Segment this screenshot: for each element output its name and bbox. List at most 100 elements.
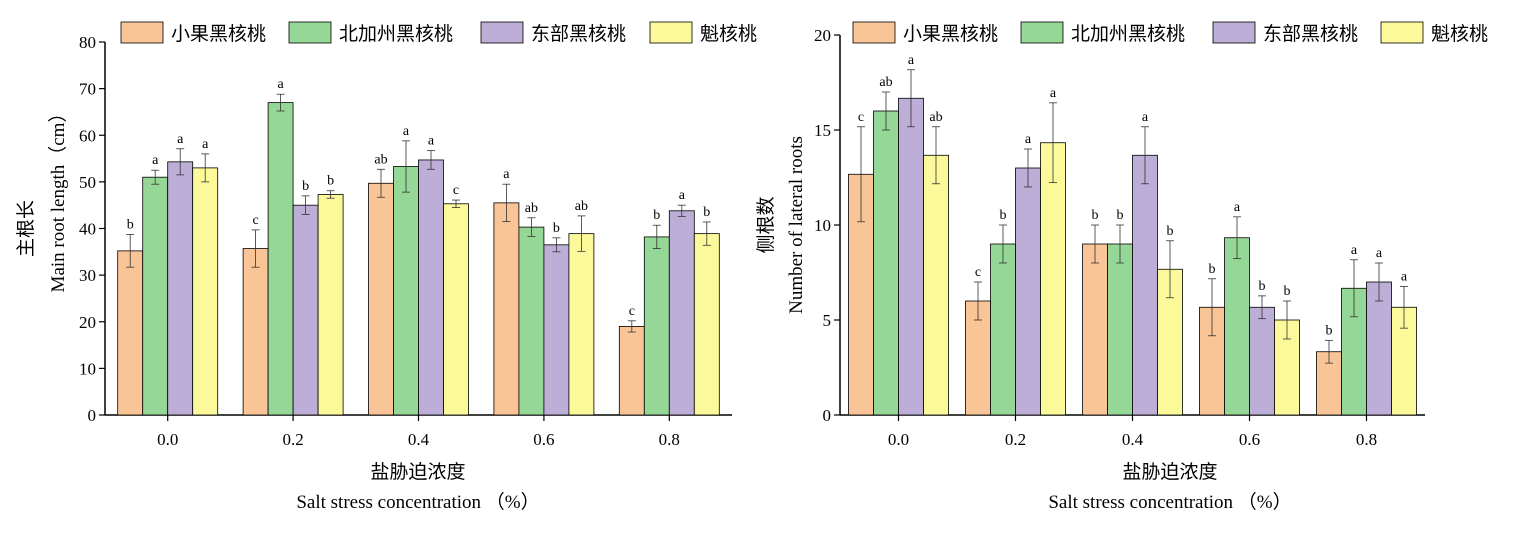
y-axis-title-cn: 主根长 bbox=[15, 200, 37, 257]
y-tick-label: 70 bbox=[79, 80, 96, 99]
y-tick-label: 15 bbox=[814, 121, 831, 140]
bar bbox=[873, 110, 899, 416]
significance-letter: c bbox=[453, 183, 459, 198]
y-tick-label: 10 bbox=[79, 359, 96, 378]
legend-label: 北加州黑核桃 bbox=[1071, 23, 1185, 45]
bar bbox=[1082, 243, 1108, 416]
legend-label: 魁核桃 bbox=[1431, 23, 1488, 45]
legend-swatch bbox=[852, 21, 896, 44]
bar bbox=[368, 182, 394, 416]
x-axis-title-cn: 盐胁迫浓度 bbox=[370, 461, 465, 483]
bar bbox=[668, 210, 695, 416]
x-axis-title-en: Salt stress concentration （%） bbox=[1048, 491, 1291, 513]
bar bbox=[142, 176, 169, 416]
bar bbox=[292, 204, 319, 416]
bar bbox=[518, 226, 545, 416]
legend-swatch bbox=[120, 21, 164, 44]
x-tick-label: 0.0 bbox=[888, 430, 909, 449]
significance-letter: c bbox=[858, 110, 864, 125]
x-axis-title-cn: 盐胁迫浓度 bbox=[1122, 461, 1217, 483]
significance-letter: a bbox=[202, 137, 209, 152]
y-axis-title-cn: 侧根数 bbox=[755, 196, 777, 253]
significance-letter: b bbox=[1259, 279, 1266, 294]
significance-letter: a bbox=[428, 134, 435, 149]
bar bbox=[1249, 306, 1275, 416]
y-tick-label: 50 bbox=[79, 173, 96, 192]
legend-swatch bbox=[288, 21, 332, 44]
x-tick-label: 0.8 bbox=[659, 430, 680, 449]
bar bbox=[443, 203, 469, 416]
legend-label: 小果黑核桃 bbox=[171, 23, 266, 45]
significance-letter: c bbox=[975, 265, 981, 280]
significance-letter: b bbox=[1167, 224, 1174, 239]
y-tick-label: 10 bbox=[814, 216, 831, 235]
significance-letter: a bbox=[1050, 86, 1057, 101]
bar bbox=[1132, 154, 1158, 416]
y-tick-label: 40 bbox=[79, 220, 96, 239]
legend-swatch bbox=[649, 21, 693, 44]
significance-letter: ab bbox=[525, 201, 538, 216]
x-tick-label: 0.4 bbox=[1122, 430, 1144, 449]
y-axis-title-en: Main root length（cm） bbox=[47, 104, 69, 293]
x-tick-label: 0.6 bbox=[533, 430, 554, 449]
significance-letter: a bbox=[1376, 246, 1383, 261]
significance-letter: b bbox=[1117, 208, 1124, 223]
legend-label: 东部黑核桃 bbox=[531, 23, 626, 45]
bar bbox=[1224, 237, 1250, 416]
significance-letter: a bbox=[1401, 269, 1408, 284]
legend-swatch bbox=[480, 21, 524, 44]
x-tick-label: 0.2 bbox=[282, 430, 303, 449]
x-tick-label: 0.8 bbox=[1356, 430, 1377, 449]
significance-letter: a bbox=[177, 132, 184, 147]
bar bbox=[493, 202, 520, 416]
bar bbox=[167, 161, 194, 416]
bar bbox=[618, 326, 645, 416]
significance-letter: a bbox=[403, 124, 410, 139]
bar bbox=[898, 97, 924, 416]
bar bbox=[317, 194, 344, 416]
bar bbox=[418, 159, 444, 416]
y-tick-label: 0 bbox=[823, 406, 832, 425]
bar bbox=[1040, 142, 1066, 416]
significance-letter: ab bbox=[929, 110, 942, 125]
x-tick-label: 0.4 bbox=[408, 430, 430, 449]
y-tick-label: 20 bbox=[814, 26, 831, 45]
bar bbox=[117, 250, 144, 416]
legend-swatch bbox=[1212, 21, 1256, 44]
y-tick-label: 60 bbox=[79, 126, 96, 145]
significance-letter: a bbox=[679, 188, 686, 203]
bar bbox=[192, 167, 219, 416]
bar bbox=[393, 166, 419, 416]
legend-label: 小果黑核桃 bbox=[903, 23, 998, 45]
legend-swatch bbox=[1380, 21, 1424, 44]
bar bbox=[693, 233, 720, 416]
x-tick-label: 0.2 bbox=[1005, 430, 1026, 449]
y-tick-label: 20 bbox=[79, 313, 96, 332]
significance-letter: c bbox=[629, 304, 635, 319]
significance-letter: b bbox=[127, 218, 134, 233]
significance-letter: b bbox=[1092, 208, 1099, 223]
y-tick-label: 30 bbox=[79, 266, 96, 285]
significance-letter: a bbox=[277, 77, 284, 92]
significance-letter: b bbox=[553, 221, 560, 236]
significance-letter: a bbox=[1351, 243, 1358, 258]
legend-label: 北加州黑核桃 bbox=[339, 23, 453, 45]
y-tick-label: 5 bbox=[823, 311, 832, 330]
bar bbox=[990, 243, 1016, 416]
significance-letter: ab bbox=[575, 199, 588, 214]
y-tick-label: 80 bbox=[79, 33, 96, 52]
significance-letter: a bbox=[503, 167, 510, 182]
bar bbox=[1107, 243, 1133, 416]
legend-label: 魁核桃 bbox=[700, 23, 757, 45]
x-axis-title-en: Salt stress concentration （%） bbox=[296, 491, 539, 513]
significance-letter: b bbox=[302, 179, 309, 194]
significance-letter: a bbox=[152, 153, 159, 168]
significance-letter: b bbox=[1209, 262, 1216, 277]
legend-label: 东部黑核桃 bbox=[1263, 23, 1358, 45]
significance-letter: b bbox=[1000, 208, 1007, 223]
significance-letter: a bbox=[1142, 110, 1149, 125]
legend-swatch bbox=[1020, 21, 1064, 44]
